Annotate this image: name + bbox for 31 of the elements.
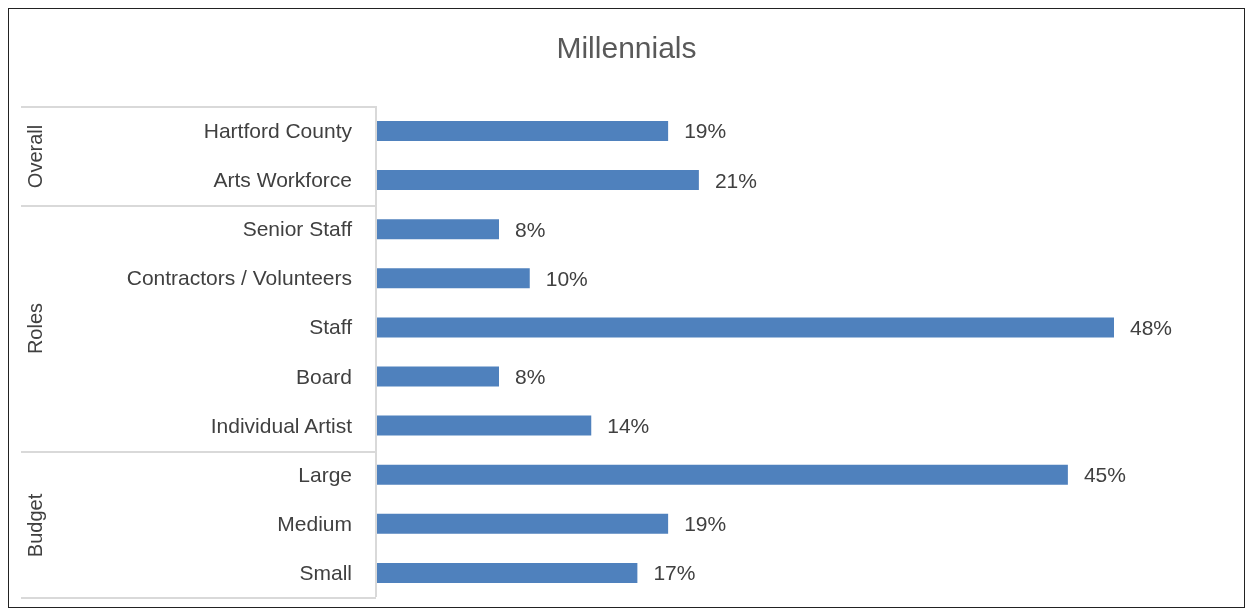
- bar: [376, 219, 499, 240]
- y-tick-label: Individual Artist: [210, 413, 353, 437]
- y-tick-label: Small: [299, 560, 352, 584]
- bar: [376, 121, 669, 141]
- y-tick-label: Contractors / Volunteers: [126, 266, 352, 290]
- bar: [376, 464, 1068, 485]
- data-label: 45%: [1083, 463, 1126, 487]
- y-tick-label: Hartford County: [203, 119, 353, 143]
- y-tick-label: Staff: [309, 315, 353, 339]
- data-label: 48%: [1130, 315, 1173, 339]
- data-label: 19%: [684, 512, 727, 536]
- bar: [376, 170, 699, 191]
- data-label: 17%: [653, 561, 696, 585]
- data-label: 21%: [714, 168, 757, 192]
- chart-title: Millennials: [555, 31, 698, 65]
- bar: [376, 268, 530, 289]
- bar: [376, 562, 638, 583]
- y-tick-label: Arts Workforce: [213, 168, 352, 192]
- bar: [376, 366, 499, 387]
- y-tick-label: Senior Staff: [242, 217, 353, 241]
- data-label: 14%: [607, 414, 650, 438]
- y-tick-label: Board: [295, 364, 352, 388]
- data-label: 10%: [545, 266, 588, 290]
- data-label: 19%: [684, 119, 727, 143]
- bar: [376, 415, 592, 436]
- bar: [376, 317, 1114, 338]
- data-label: 8%: [515, 217, 546, 241]
- y-tick-label: Large: [298, 462, 352, 486]
- y-tick-label: Medium: [277, 511, 352, 535]
- bar: [376, 513, 669, 534]
- data-label: 8%: [515, 364, 546, 388]
